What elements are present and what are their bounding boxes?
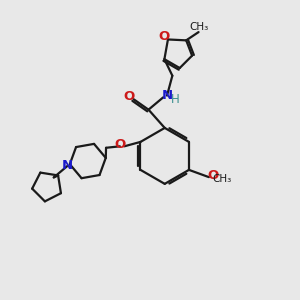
Text: O: O — [124, 90, 135, 103]
Text: O: O — [158, 30, 169, 43]
Text: H: H — [171, 93, 180, 106]
Text: N: N — [161, 89, 172, 102]
Text: CH₃: CH₃ — [213, 175, 232, 184]
Text: O: O — [207, 169, 219, 182]
Text: CH₃: CH₃ — [190, 22, 209, 32]
Text: N: N — [62, 159, 73, 172]
Text: O: O — [114, 138, 125, 151]
